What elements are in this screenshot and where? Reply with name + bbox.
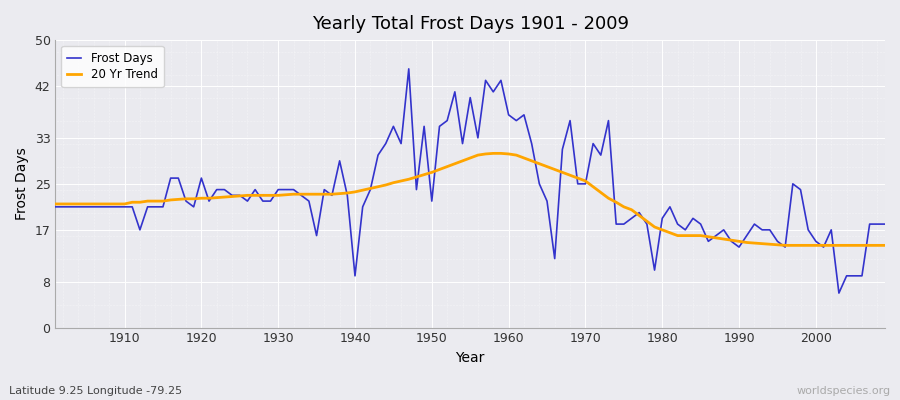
20 Yr Trend — [603, 196, 614, 201]
20 Yr Trend — [503, 152, 514, 156]
X-axis label: Year: Year — [455, 351, 485, 365]
Text: Latitude 9.25 Longitude -79.25: Latitude 9.25 Longitude -79.25 — [9, 386, 182, 396]
Frost Days — [50, 204, 61, 209]
20 Yr Trend — [879, 243, 890, 248]
20 Yr Trend — [327, 192, 338, 196]
Frost Days — [833, 291, 844, 296]
Title: Yearly Total Frost Days 1901 - 2009: Yearly Total Frost Days 1901 - 2009 — [311, 15, 629, 33]
Text: worldspecies.org: worldspecies.org — [796, 386, 891, 396]
Legend: Frost Days, 20 Yr Trend: Frost Days, 20 Yr Trend — [61, 46, 164, 87]
Frost Days — [511, 118, 522, 123]
20 Yr Trend — [488, 151, 499, 156]
20 Yr Trend — [779, 243, 790, 248]
Frost Days — [503, 112, 514, 117]
Y-axis label: Frost Days: Frost Days — [15, 148, 29, 220]
20 Yr Trend — [511, 153, 522, 158]
20 Yr Trend — [112, 202, 122, 206]
Frost Days — [403, 66, 414, 71]
Frost Days — [879, 222, 890, 226]
Frost Days — [603, 118, 614, 123]
Frost Days — [112, 204, 122, 209]
Frost Days — [281, 187, 292, 192]
Frost Days — [327, 193, 338, 198]
20 Yr Trend — [281, 192, 292, 197]
Line: Frost Days: Frost Days — [56, 69, 885, 293]
20 Yr Trend — [50, 202, 61, 206]
Line: 20 Yr Trend: 20 Yr Trend — [56, 153, 885, 245]
